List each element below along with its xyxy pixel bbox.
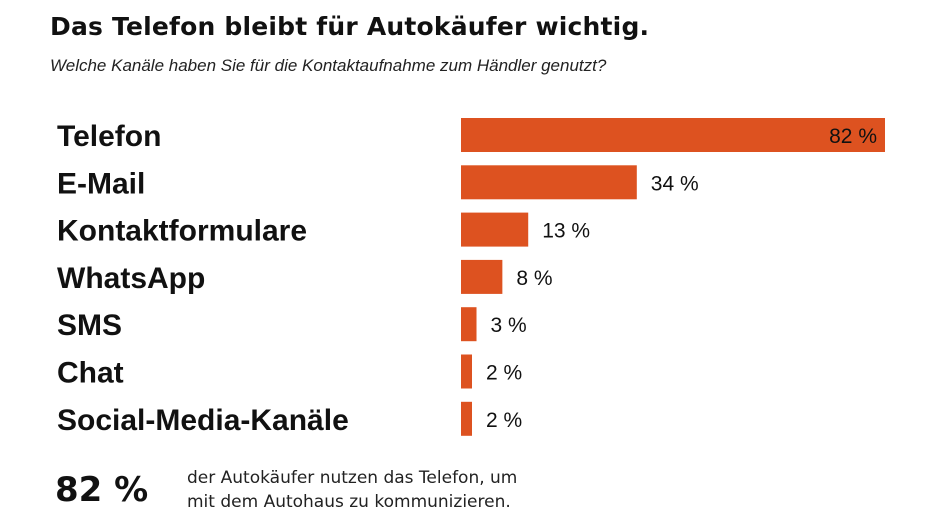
footer-caption-line-2: mit dem Autohaus zu kommunizieren. bbox=[187, 492, 511, 512]
value-label-whatsapp: 8 % bbox=[516, 267, 552, 290]
value-label-e-mail: 34 % bbox=[651, 172, 699, 195]
category-label-kontaktformulare: Kontaktformulare bbox=[57, 215, 307, 248]
category-label-sms: SMS bbox=[57, 309, 122, 342]
bar-whatsapp bbox=[461, 259, 503, 294]
bar-kontaktformulare bbox=[461, 212, 529, 247]
bar-telefon bbox=[461, 118, 885, 152]
chart-title: Das Telefon bleibt für Autokäufer wichti… bbox=[50, 12, 650, 41]
bar-chat bbox=[461, 354, 472, 389]
category-label-whatsapp: WhatsApp bbox=[57, 262, 205, 295]
footer-highlight-value: 82 % bbox=[55, 470, 149, 510]
value-label-kontaktformulare: 13 % bbox=[542, 220, 590, 243]
value-label-sms: 3 % bbox=[491, 314, 527, 337]
bar-sms bbox=[461, 307, 477, 342]
category-label-telefon: Telefon bbox=[57, 120, 161, 153]
chart-subtitle: Welche Kanäle haben Sie für die Kontakta… bbox=[50, 56, 607, 75]
value-label-chat: 2 % bbox=[486, 362, 522, 385]
category-label-chat: Chat bbox=[57, 357, 124, 390]
footer-caption-line-1: der Autokäufer nutzen das Telefon, um bbox=[187, 468, 518, 488]
bars-group: Telefon 82 % E-Mail 34 % Kontaktformulare 13 … bbox=[57, 118, 885, 437]
value-label-telefon: 82 % bbox=[829, 125, 877, 148]
bar-e-mail bbox=[461, 165, 637, 200]
category-label-e-mail: E-Mail bbox=[57, 167, 145, 200]
value-label-social-media-kanaele: 2 % bbox=[486, 409, 522, 432]
category-label-social-media-kanaele: Social-Media-Kanäle bbox=[57, 404, 349, 437]
footer-caption: der Autokäufer nutzen das Telefon, um mi… bbox=[187, 466, 517, 514]
bar-social-media-kanaele bbox=[461, 401, 472, 436]
